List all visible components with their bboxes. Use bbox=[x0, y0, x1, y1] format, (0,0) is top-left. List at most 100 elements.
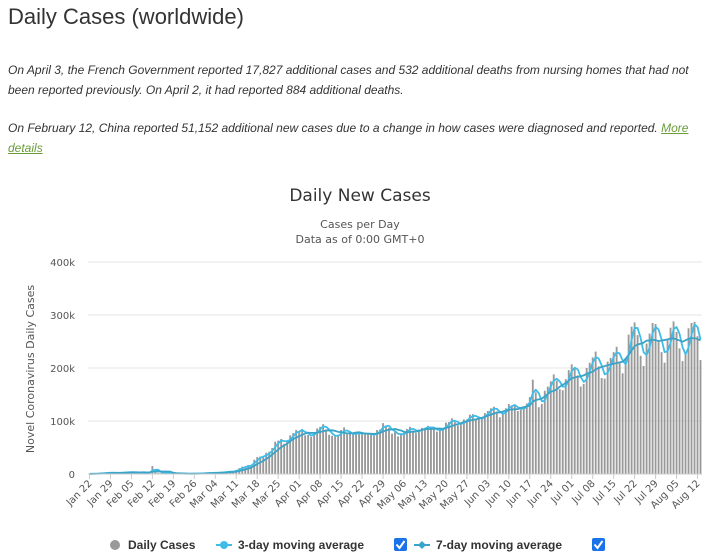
bar bbox=[256, 457, 259, 474]
legend-3-day-ma-marker bbox=[220, 541, 228, 549]
bar bbox=[597, 366, 600, 474]
bar bbox=[603, 378, 606, 474]
bar bbox=[606, 361, 609, 474]
bar bbox=[627, 334, 630, 474]
bar bbox=[459, 424, 462, 474]
bar bbox=[379, 429, 381, 474]
bar bbox=[621, 373, 624, 474]
bar bbox=[573, 368, 576, 474]
bar bbox=[307, 434, 310, 474]
bar bbox=[418, 429, 420, 474]
bar bbox=[693, 321, 696, 474]
checkbox-3-day-ma[interactable] bbox=[394, 538, 407, 551]
bar bbox=[274, 441, 277, 474]
checkbox-7-day-ma[interactable] bbox=[592, 538, 605, 551]
legend-7-day-ma-label: 7-day moving average bbox=[436, 538, 562, 552]
bar bbox=[471, 414, 474, 474]
bar bbox=[358, 433, 360, 474]
bar bbox=[537, 407, 540, 474]
bar bbox=[328, 434, 331, 474]
x-tick-label: Jul 22 bbox=[611, 478, 639, 506]
bar bbox=[540, 404, 543, 474]
bar bbox=[385, 426, 387, 474]
bar bbox=[444, 422, 447, 474]
bar bbox=[331, 435, 334, 474]
legend-7-day-ma-marker bbox=[418, 541, 426, 549]
bar bbox=[397, 436, 399, 474]
bar bbox=[349, 433, 352, 474]
bar bbox=[672, 321, 675, 474]
bar bbox=[334, 436, 337, 474]
legend-item-daily-cases[interactable]: Daily Cases bbox=[110, 538, 196, 552]
bar bbox=[543, 390, 546, 474]
bar bbox=[561, 390, 564, 474]
bar bbox=[576, 375, 579, 474]
bar bbox=[415, 433, 417, 474]
bar bbox=[373, 435, 375, 474]
china-note: On February 12, China reported 51,152 ad… bbox=[8, 118, 698, 158]
bar bbox=[268, 451, 271, 474]
bar bbox=[244, 466, 247, 474]
bar bbox=[391, 433, 393, 474]
bar bbox=[594, 351, 597, 474]
bar bbox=[570, 364, 573, 474]
bar bbox=[633, 322, 636, 474]
bar bbox=[346, 434, 349, 474]
bar bbox=[427, 425, 429, 474]
bar bbox=[409, 426, 411, 474]
bar bbox=[462, 419, 465, 474]
bar bbox=[382, 423, 384, 474]
bar bbox=[301, 428, 304, 474]
bar bbox=[319, 426, 322, 474]
bar bbox=[528, 397, 531, 474]
bar bbox=[259, 456, 262, 474]
bar bbox=[642, 365, 645, 474]
bar bbox=[292, 433, 295, 474]
bar bbox=[436, 431, 438, 474]
bar bbox=[343, 427, 346, 474]
bar bbox=[534, 392, 537, 474]
bar bbox=[669, 327, 672, 474]
bar bbox=[157, 472, 160, 474]
bar bbox=[636, 335, 639, 474]
y-tick-label: 300k bbox=[50, 311, 75, 322]
bar bbox=[247, 464, 250, 474]
y-tick-label: 0 bbox=[69, 470, 75, 481]
bar bbox=[522, 406, 525, 474]
bar bbox=[639, 355, 642, 474]
bar bbox=[558, 389, 561, 474]
bar bbox=[438, 429, 441, 474]
bar bbox=[450, 418, 453, 474]
bar bbox=[618, 361, 621, 474]
bar bbox=[585, 368, 588, 474]
bar bbox=[498, 417, 501, 474]
bar bbox=[394, 431, 396, 474]
bar bbox=[283, 443, 286, 474]
bar bbox=[364, 432, 366, 474]
x-tick-label: Jul 08 bbox=[570, 478, 598, 506]
bar bbox=[424, 428, 426, 474]
y-tick-label: 400k bbox=[50, 258, 75, 269]
bar bbox=[400, 434, 402, 474]
bar bbox=[654, 324, 657, 474]
bar bbox=[567, 370, 570, 474]
bar bbox=[160, 472, 163, 474]
bar bbox=[657, 341, 660, 474]
checkbox-3-day-ma-box bbox=[394, 538, 407, 551]
bar bbox=[681, 361, 684, 474]
legend-item-3-day-ma[interactable]: 3-day moving average bbox=[216, 538, 364, 552]
bar bbox=[687, 328, 690, 474]
bar bbox=[277, 440, 280, 474]
bar bbox=[310, 436, 313, 474]
bar bbox=[325, 429, 328, 474]
bar bbox=[651, 322, 654, 474]
bar bbox=[474, 418, 477, 474]
legend-item-7-day-ma[interactable]: 7-day moving average bbox=[414, 538, 562, 552]
bar bbox=[355, 432, 357, 474]
bar bbox=[447, 422, 450, 474]
daily-cases-bars bbox=[88, 321, 702, 475]
bar bbox=[367, 434, 369, 474]
bar bbox=[525, 403, 528, 474]
chart-subtitle-2: Data as of 0:00 GMT+0 bbox=[296, 233, 425, 246]
more-details-link[interactable]: More details bbox=[8, 121, 689, 155]
